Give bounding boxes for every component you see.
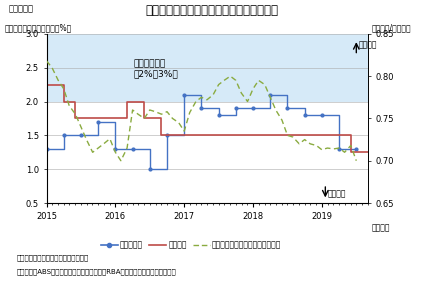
インフレ率: [319, 113, 324, 117]
インフレ率: [165, 134, 170, 137]
インフレ率: [354, 147, 359, 151]
インフレ率: [285, 107, 290, 110]
政策金利: [61, 83, 66, 86]
Text: 為替レート、インフレ率、政策金利の推移: 為替レート、インフレ率、政策金利の推移: [145, 4, 278, 17]
政策金利: [142, 100, 147, 103]
インフレ率: [113, 147, 118, 151]
インフレ率: [268, 107, 273, 110]
インフレ率: [199, 93, 204, 96]
インフレ率: [354, 147, 359, 151]
政策金利: [61, 100, 66, 103]
インフレ率: [78, 134, 83, 137]
インフレ率: [285, 93, 290, 96]
インフレ率: [250, 107, 255, 110]
Line: 為替レート（対米ドル、右目盛）: 為替レート（対米ドル、右目盛）: [47, 61, 356, 161]
Text: 豪ドル高: 豪ドル高: [358, 41, 377, 50]
政策金利: [44, 83, 49, 86]
インフレ率: [165, 168, 170, 171]
インフレ率: [199, 107, 204, 110]
インフレ率: [78, 134, 83, 137]
政策金利: [359, 151, 364, 154]
インフレ率: [61, 134, 66, 137]
Text: （出所）　ABS（オーストラリア統計局）・RBA（オーストラリア準備銀行）: （出所） ABS（オーストラリア統計局）・RBA（オーストラリア準備銀行）: [17, 268, 177, 275]
インフレ率: [181, 93, 187, 96]
政策金利: [359, 151, 364, 154]
政策金利: [365, 151, 371, 154]
インフレ率: [250, 107, 255, 110]
インフレ率: [337, 113, 342, 117]
Text: （注意）　インフレ率は四半期系列。: （注意） インフレ率は四半期系列。: [17, 254, 89, 261]
政策金利: [73, 100, 78, 103]
インフレ率: [61, 147, 66, 151]
Text: 豪ドル安: 豪ドル安: [327, 189, 346, 198]
為替レート（対米ドル、右目盛）: [101, 142, 106, 146]
政策金利: [159, 134, 164, 137]
Text: （前年同月比、金利水準、%）: （前年同月比、金利水準、%）: [5, 23, 72, 32]
インフレ率: [233, 113, 239, 117]
インフレ率: [130, 147, 135, 151]
インフレ率: [302, 107, 307, 110]
Text: （米ドル/豪ドル）: （米ドル/豪ドル）: [371, 23, 411, 32]
インフレ率: [319, 113, 324, 117]
為替レート（対米ドル、右目盛）: [44, 59, 49, 63]
為替レート（対米ドル、右目盛）: [118, 159, 124, 162]
政策金利: [170, 134, 175, 137]
政策金利: [73, 117, 78, 120]
Line: インフレ率: インフレ率: [45, 93, 358, 171]
為替レート（対米ドル、右目盛）: [325, 146, 330, 150]
Legend: インフレ率, 政策金利, 為替レート（対米ドル、右目盛）: インフレ率, 政策金利, 為替レート（対米ドル、右目盛）: [98, 237, 285, 252]
インフレ率: [44, 147, 49, 151]
政策金利: [348, 151, 353, 154]
為替レート（対米ドル、右目盛）: [124, 146, 129, 150]
インフレ率: [302, 113, 307, 117]
インフレ率: [96, 134, 101, 137]
為替レート（対米ドル、右目盛）: [165, 110, 170, 113]
Text: インフレ目標
（2%～3%）: インフレ目標 （2%～3%）: [133, 59, 178, 79]
インフレ率: [147, 168, 152, 171]
政策金利: [124, 100, 129, 103]
政策金利: [124, 117, 129, 120]
インフレ率: [233, 107, 239, 110]
インフレ率: [268, 93, 273, 96]
Line: 政策金利: 政策金利: [47, 85, 368, 152]
インフレ率: [216, 113, 221, 117]
Bar: [47, 34, 368, 102]
政策金利: [348, 134, 353, 137]
Text: （月次）: （月次）: [371, 223, 390, 232]
インフレ率: [147, 147, 152, 151]
インフレ率: [96, 120, 101, 124]
Text: （図表３）: （図表３）: [8, 4, 33, 13]
政策金利: [142, 117, 147, 120]
インフレ率: [181, 134, 187, 137]
インフレ率: [130, 147, 135, 151]
為替レート（対米ドル、右目盛）: [78, 125, 83, 129]
政策金利: [159, 117, 164, 120]
為替レート（対米ドル、右目盛）: [348, 144, 353, 147]
インフレ率: [337, 147, 342, 151]
為替レート（対米ドル、右目盛）: [354, 159, 359, 162]
インフレ率: [113, 120, 118, 124]
政策金利: [170, 134, 175, 137]
インフレ率: [216, 107, 221, 110]
